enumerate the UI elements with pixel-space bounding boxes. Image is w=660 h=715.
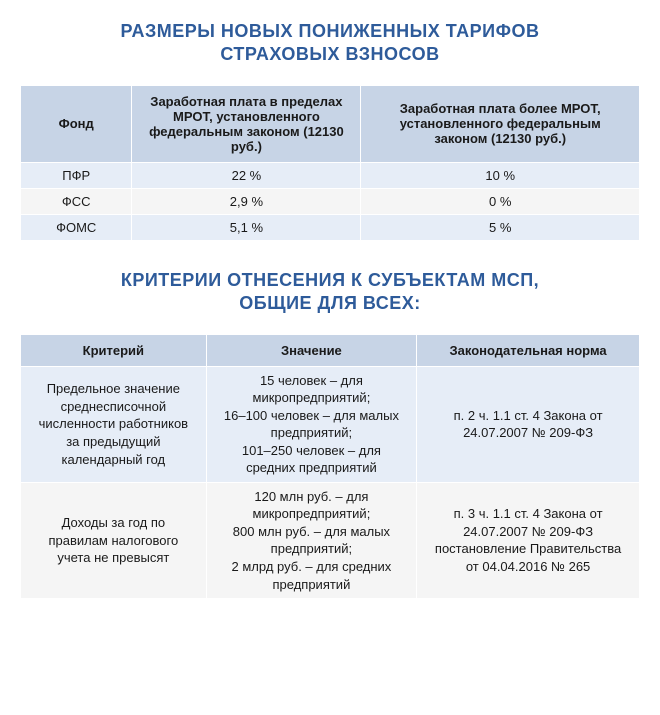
cell: 2,9 % bbox=[132, 188, 361, 214]
cell: п. 2 ч. 1.1 ст. 4 Закона от 24.07.2007 №… bbox=[417, 366, 640, 482]
col-fund: Фонд bbox=[21, 85, 132, 162]
cell: 22 % bbox=[132, 162, 361, 188]
cell: ПФР bbox=[21, 162, 132, 188]
criteria-table: Критерий Значение Законодательная норма … bbox=[20, 334, 640, 600]
cell: 0 % bbox=[361, 188, 640, 214]
cell: ФОМС bbox=[21, 214, 132, 240]
title2-line1: КРИТЕРИИ ОТНЕСЕНИЯ К СУБЪЕКТАМ МСП, bbox=[121, 270, 539, 290]
table-row: ФСС 2,9 % 0 % bbox=[21, 188, 640, 214]
table-header-row: Критерий Значение Законодательная норма bbox=[21, 334, 640, 366]
cell: 5 % bbox=[361, 214, 640, 240]
cell: Доходы за год по правилам налогового уче… bbox=[21, 482, 207, 598]
table-header-row: Фонд Заработная плата в пределах МРОТ, у… bbox=[21, 85, 640, 162]
section2-title: КРИТЕРИИ ОТНЕСЕНИЯ К СУБЪЕКТАМ МСП, ОБЩИ… bbox=[20, 269, 640, 316]
cell: Предельное значение среднесписочной числ… bbox=[21, 366, 207, 482]
col-criterion: Критерий bbox=[21, 334, 207, 366]
title1-line2: СТРАХОВЫХ ВЗНОСОВ bbox=[220, 44, 439, 64]
tariffs-table: Фонд Заработная плата в пределах МРОТ, у… bbox=[20, 85, 640, 241]
title1-line1: РАЗМЕРЫ НОВЫХ ПОНИЖЕННЫХ ТАРИФОВ bbox=[121, 21, 540, 41]
col-above-mrot: Заработная плата более МРОТ, установленн… bbox=[361, 85, 640, 162]
table-row: Доходы за год по правилам налогового уче… bbox=[21, 482, 640, 598]
col-legal-norm: Законодательная норма bbox=[417, 334, 640, 366]
table-row: Предельное значение среднесписочной числ… bbox=[21, 366, 640, 482]
cell: ФСС bbox=[21, 188, 132, 214]
table-row: ФОМС 5,1 % 5 % bbox=[21, 214, 640, 240]
cell: 5,1 % bbox=[132, 214, 361, 240]
cell: п. 3 ч. 1.1 ст. 4 Закона от 24.07.2007 №… bbox=[417, 482, 640, 598]
cell: 10 % bbox=[361, 162, 640, 188]
table-row: ПФР 22 % 10 % bbox=[21, 162, 640, 188]
col-within-mrot: Заработная плата в пределах МРОТ, устано… bbox=[132, 85, 361, 162]
cell: 15 человек – для микропредприятий;16–100… bbox=[206, 366, 416, 482]
title2-line2: ОБЩИЕ ДЛЯ ВСЕХ: bbox=[239, 293, 420, 313]
cell: 120 млн руб. – для микропредприятий;800 … bbox=[206, 482, 416, 598]
col-value: Значение bbox=[206, 334, 416, 366]
section1-title: РАЗМЕРЫ НОВЫХ ПОНИЖЕННЫХ ТАРИФОВ СТРАХОВ… bbox=[20, 20, 640, 67]
